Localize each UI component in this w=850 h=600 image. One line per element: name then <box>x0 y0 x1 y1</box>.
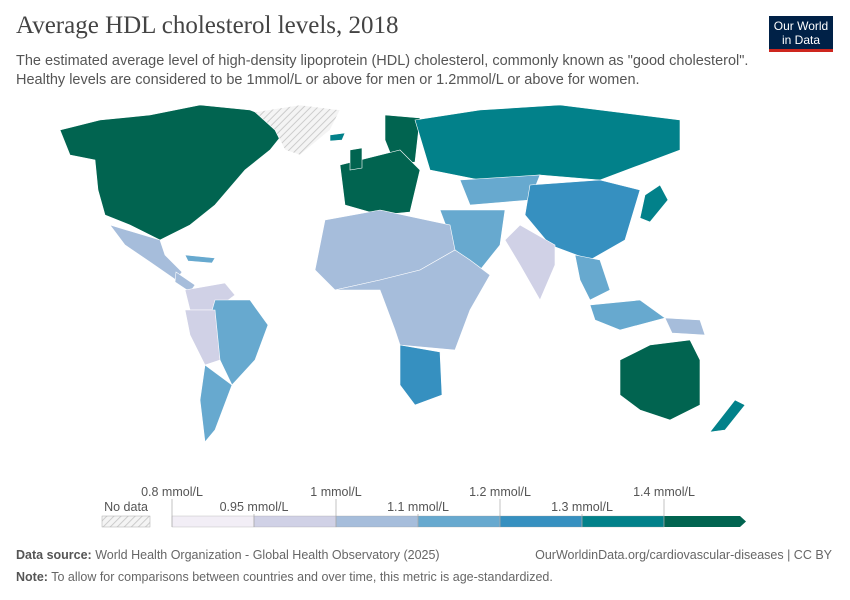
country-new-zealand[interactable] <box>709 399 746 433</box>
legend-tick-label: 1.2 mmol/L <box>469 485 531 499</box>
owid-logo[interactable]: Our World in Data <box>769 16 833 52</box>
country-north-america[interactable] <box>59 104 291 241</box>
country-caribbean[interactable] <box>184 254 216 264</box>
country-india[interactable] <box>504 224 556 301</box>
legend-no-data-label: No data <box>104 500 148 514</box>
country-japan[interactable] <box>639 184 669 223</box>
country-central-africa[interactable] <box>334 249 491 351</box>
page-subtitle: The estimated average level of high-dens… <box>16 53 749 88</box>
legend-tick-label: 1.3 mmol/L <box>551 500 613 514</box>
country-iceland[interactable] <box>329 132 346 142</box>
country-greenland[interactable] <box>254 104 341 156</box>
country-australia[interactable] <box>619 339 701 421</box>
legend-bin <box>253 515 337 528</box>
note: Note: To allow for comparisons between c… <box>16 570 553 584</box>
legend-tick-label: 1 mmol/L <box>310 485 361 499</box>
country-uk[interactable] <box>349 147 363 171</box>
legend-tick-label: 0.95 mmol/L <box>220 500 289 514</box>
country-argentina-chile[interactable] <box>199 364 233 443</box>
country-peru-bolivia[interactable] <box>184 309 221 366</box>
legend-bin-open <box>664 516 746 527</box>
legend-tick-label: 1.4 mmol/L <box>633 485 695 499</box>
country-se-asia[interactable] <box>574 254 611 301</box>
page-title: Average HDL cholesterol levels, 2018 <box>16 12 399 39</box>
legend-bin <box>417 515 501 528</box>
source-link[interactable]: OurWorldinData.org/cardiovascular-diseas… <box>535 548 832 562</box>
legend-tick-label: 1.1 mmol/L <box>387 500 449 514</box>
data-source: Data source: World Health Organization -… <box>16 548 440 562</box>
legend-no-data-swatch <box>101 515 151 528</box>
legend-bin <box>499 515 583 528</box>
legend-bin <box>171 515 255 528</box>
country-papua[interactable] <box>664 317 706 336</box>
country-southern-africa[interactable] <box>399 344 443 406</box>
country-indonesia[interactable] <box>589 299 666 331</box>
legend-bin <box>335 515 419 528</box>
country-china[interactable] <box>524 179 641 261</box>
legend-bin <box>581 515 665 528</box>
country-russia[interactable] <box>414 104 681 181</box>
legend-tick-label: 0.8 mmol/L <box>141 485 203 499</box>
